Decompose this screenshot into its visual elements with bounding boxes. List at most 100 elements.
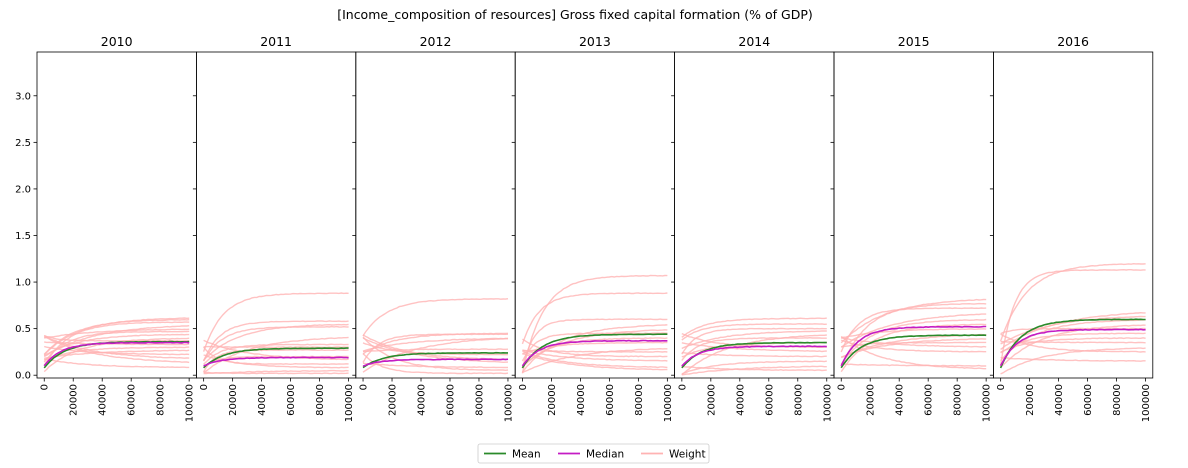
x-tick-label: 60000 xyxy=(924,384,935,416)
weight-line xyxy=(522,347,668,374)
weight-line xyxy=(203,339,349,361)
weight-line xyxy=(362,337,509,364)
weight-line xyxy=(203,354,349,369)
weight-line xyxy=(681,322,827,341)
mean-line xyxy=(362,351,508,369)
x-tick-label: 60000 xyxy=(127,384,138,416)
x-tick-label: 80000 xyxy=(1112,384,1123,416)
mean-line xyxy=(999,318,1146,369)
x-tick-label: 20000 xyxy=(547,384,558,416)
x-tick-label: 100000 xyxy=(822,384,833,422)
y-tick-label: 0.0 xyxy=(15,371,31,382)
weight-line xyxy=(202,349,349,373)
panel-frame xyxy=(993,51,1154,379)
y-tick-label: 1.5 xyxy=(15,231,31,242)
x-tick-label: 0 xyxy=(677,384,688,390)
weight-line xyxy=(1000,340,1146,344)
x-tick-label: 100000 xyxy=(185,384,196,422)
weight-line xyxy=(1000,319,1146,362)
x-tick-label: 40000 xyxy=(735,384,746,416)
x-tick-label: 100000 xyxy=(344,384,355,422)
y-tick-label: 2.0 xyxy=(15,184,31,195)
x-tick-label: 60000 xyxy=(445,384,456,416)
panel-2011: 2011 0 20000 40000 60000 80000 100000 xyxy=(192,34,357,422)
weight-line xyxy=(681,342,827,353)
x-tick-label: 20000 xyxy=(388,384,399,416)
panel-title: 2014 xyxy=(738,34,770,49)
weight-line xyxy=(522,349,668,353)
panel-plot-area xyxy=(202,292,349,375)
weight-line xyxy=(1000,332,1146,354)
x-tick-label: 20000 xyxy=(228,384,239,416)
panel-frame xyxy=(355,51,516,379)
weight-line xyxy=(681,365,827,372)
weight-line xyxy=(203,371,349,375)
weight-line xyxy=(840,339,987,353)
weight-line xyxy=(43,334,190,342)
y-tick-label: 0.5 xyxy=(15,324,31,335)
weight-line xyxy=(999,262,1146,342)
weight-line xyxy=(43,335,190,359)
panel-2010: 2010 0.0 0.5 1.0 1.5 2.0 2.5 3.0 0 20000 40000 6000… xyxy=(15,34,197,422)
weight-line xyxy=(840,307,987,353)
panel-plot-area xyxy=(681,317,827,376)
x-tick-label: 0 xyxy=(518,384,529,390)
panel-2013: 2013 0 20000 40000 60000 80000 100000 xyxy=(511,34,676,422)
median-line xyxy=(203,356,349,367)
panel-title: 2011 xyxy=(260,34,292,49)
weight-line xyxy=(521,274,668,374)
weight-line xyxy=(43,325,190,358)
weight-line xyxy=(681,327,827,355)
chart-legend: Mean Median Weight xyxy=(477,443,710,464)
weight-line xyxy=(202,320,349,362)
x-tick-label: 80000 xyxy=(793,384,804,416)
weight-line xyxy=(362,332,509,355)
x-tick-label: 60000 xyxy=(1083,384,1094,416)
panel-title: 2012 xyxy=(420,34,452,49)
weight-line xyxy=(44,358,190,369)
y-tick-label: 3.0 xyxy=(15,91,31,102)
weight-line xyxy=(522,349,668,362)
weight-line xyxy=(1000,333,1146,353)
panel-title: 2015 xyxy=(898,34,930,49)
weight-line xyxy=(43,346,190,361)
panel-2012: 2012 0 20000 40000 60000 80000 100000 xyxy=(352,34,516,422)
x-tick-label: 80000 xyxy=(953,384,964,416)
weight-line xyxy=(203,323,349,361)
weight-line xyxy=(840,318,987,365)
weight-line xyxy=(362,362,509,369)
weight-line xyxy=(840,302,987,369)
weight-line xyxy=(1000,356,1146,362)
median-line xyxy=(362,358,509,367)
x-tick-label: 0 xyxy=(359,384,370,390)
x-tick-label: 60000 xyxy=(605,384,616,416)
panel-title: 2010 xyxy=(101,34,133,49)
mean-line xyxy=(203,347,349,369)
weight-line xyxy=(362,336,509,372)
weight-line xyxy=(43,321,190,366)
x-tick-label: 100000 xyxy=(503,384,514,422)
legend-label-median: Median xyxy=(586,448,624,460)
weight-line xyxy=(44,328,190,339)
weight-line xyxy=(521,318,668,369)
chart-panels: 2010 0.0 0.5 1.0 1.5 2.0 2.5 3.0 0 20000 40000 6000… xyxy=(15,34,1154,422)
panel-plot-area xyxy=(521,274,668,374)
median-line xyxy=(521,339,668,367)
chart-suptitle: [Income_composition of resources] Gross … xyxy=(337,7,813,22)
weight-line xyxy=(840,335,987,370)
x-tick-label: 0 xyxy=(199,384,210,390)
x-tick-label: 0 xyxy=(996,384,1007,390)
panel-2014: 2014 0 20000 40000 60000 80000 100000 xyxy=(671,34,835,422)
weight-line xyxy=(202,292,349,352)
x-tick-label: 40000 xyxy=(98,384,109,416)
x-tick-label: 80000 xyxy=(156,384,167,416)
median-line xyxy=(681,345,827,367)
panel-2015: 2015 0 20000 40000 60000 80000 100000 xyxy=(830,34,994,422)
weight-line xyxy=(362,333,509,363)
panel-title: 2013 xyxy=(579,34,611,49)
weight-line xyxy=(840,338,987,358)
weight-line xyxy=(681,334,827,376)
panel-plot-area xyxy=(362,298,509,375)
weight-line xyxy=(362,337,509,373)
